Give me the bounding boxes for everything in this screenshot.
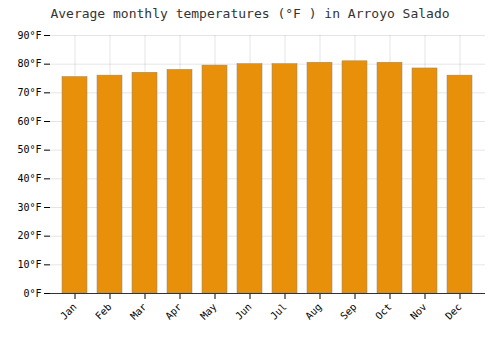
svg-text:Jan: Jan xyxy=(58,301,79,322)
svg-text:May: May xyxy=(198,301,219,322)
svg-text:Mar: Mar xyxy=(128,301,149,322)
svg-text:30°F: 30°F xyxy=(17,202,41,213)
svg-text:Oct: Oct xyxy=(373,301,394,322)
svg-text:20°F: 20°F xyxy=(17,230,41,241)
svg-text:Sep: Sep xyxy=(338,301,359,322)
svg-text:10°F: 10°F xyxy=(17,259,41,270)
svg-text:Dec: Dec xyxy=(443,301,464,322)
svg-text:0°F: 0°F xyxy=(23,288,41,299)
svg-text:Aug: Aug xyxy=(303,301,324,322)
svg-text:60°F: 60°F xyxy=(17,116,41,127)
svg-text:40°F: 40°F xyxy=(17,173,41,184)
svg-text:Jun: Jun xyxy=(233,301,254,322)
svg-text:70°F: 70°F xyxy=(17,87,41,98)
svg-text:80°F: 80°F xyxy=(17,58,41,69)
svg-text:Nov: Nov xyxy=(408,301,429,322)
svg-text:50°F: 50°F xyxy=(17,144,41,155)
html-text:Average monthly temperatures (: Average monthly temperatures (°F ) in Ar… xyxy=(50,6,450,21)
svg-text:Apr: Apr xyxy=(163,301,184,322)
svg-text:Feb: Feb xyxy=(93,301,114,322)
svg-text:Jul: Jul xyxy=(268,301,289,322)
svg-text:90°F: 90°F xyxy=(17,30,41,41)
